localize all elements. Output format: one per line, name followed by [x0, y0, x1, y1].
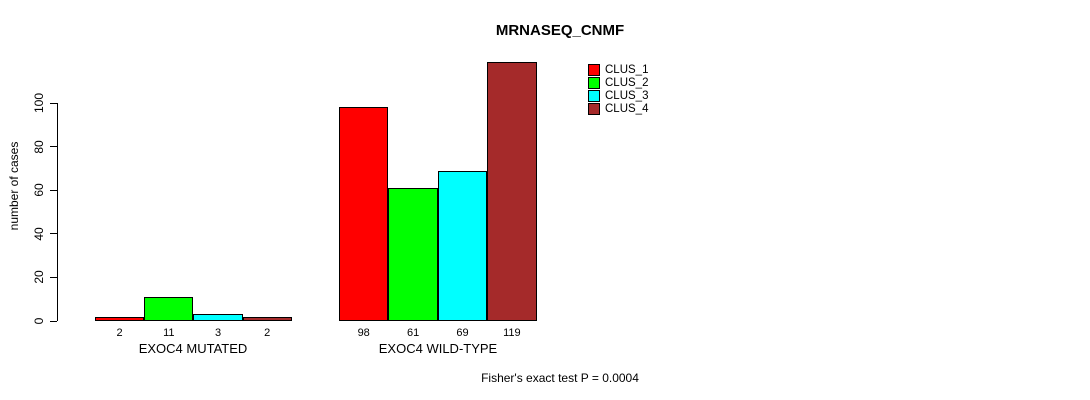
y-axis-title: number of cases [7, 141, 21, 231]
bar-value-label: 119 [503, 327, 521, 339]
y-axis-tick-label: 0 [32, 317, 46, 325]
bar-value-label: 61 [406, 327, 420, 339]
y-axis-tick [50, 320, 57, 322]
bar-clus_4-exoc4-wild-type [487, 61, 537, 321]
bar-value-label: 98 [357, 327, 370, 339]
y-axis-tick [50, 189, 57, 191]
bar-value-label: 2 [116, 327, 123, 339]
bar-clus_4-exoc4-mutated [242, 316, 292, 321]
legend-item-clus_2: CLUS_2 [588, 76, 648, 89]
x-category-label-wild-type: EXOC4 WILD-TYPE [378, 341, 498, 356]
bar-clus_2-exoc4-mutated [144, 297, 194, 321]
legend-swatch [588, 102, 600, 115]
bar-value-label: 69 [456, 327, 469, 339]
y-axis-tick [50, 102, 57, 104]
bar-value-label: 3 [214, 327, 222, 339]
y-axis-tick-label: 40 [32, 227, 46, 241]
y-axis-tick-label: 80 [32, 139, 46, 154]
y-axis-tick-label: 20 [32, 270, 46, 285]
legend-label: CLUS_4 [605, 102, 649, 115]
bar-clus_2-exoc4-wild-type [388, 188, 438, 321]
y-axis-line [57, 103, 58, 321]
legend-swatch [588, 76, 600, 89]
y-axis-tick-label: 100 [32, 92, 46, 114]
bar-value-label: 2 [264, 327, 271, 339]
legend-item-clus_3: CLUS_3 [588, 89, 648, 102]
legend: CLUS_1 CLUS_2 CLUS_3 CLUS_4 [588, 63, 648, 115]
chart-title: MRNASEQ_CNMF [495, 22, 625, 39]
legend-swatch [588, 63, 600, 76]
bar-clus_3-exoc4-wild-type [437, 170, 488, 321]
legend-item-clus_4: CLUS_4 [588, 102, 648, 115]
legend-label: CLUS_2 [605, 76, 649, 89]
y-axis-tick [50, 276, 57, 278]
y-axis-tick [50, 233, 57, 235]
legend-item-clus_1: CLUS_1 [588, 63, 648, 76]
legend-label: CLUS_3 [605, 89, 649, 102]
legend-label: CLUS_1 [605, 63, 649, 76]
bar-clus_1-exoc4-mutated [95, 316, 145, 321]
y-axis-tick [50, 146, 57, 148]
legend-swatch [588, 89, 600, 102]
bar-clus_1-exoc4-wild-type [339, 107, 389, 321]
bar-value-label: 11 [163, 327, 175, 339]
x-category-label-mutated: EXOC4 MUTATED [138, 341, 248, 356]
bar-clus_3-exoc4-mutated [193, 314, 243, 321]
y-axis-tick-label: 60 [32, 183, 46, 197]
footnote: Fisher's exact test P = 0.0004 [481, 371, 639, 385]
